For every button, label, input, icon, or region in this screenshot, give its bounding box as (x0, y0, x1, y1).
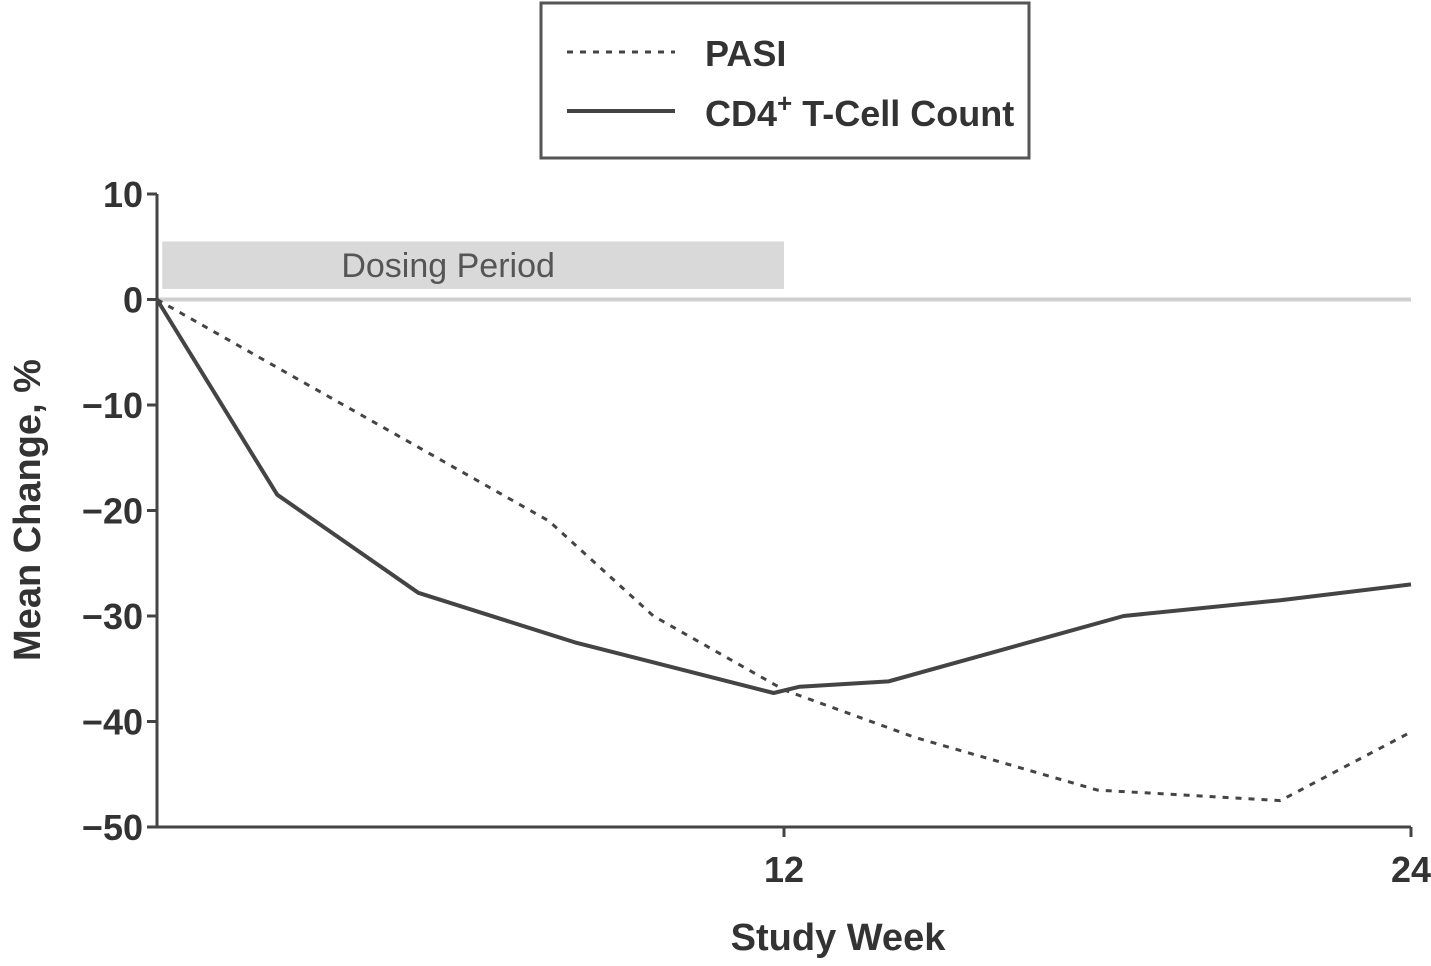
series-group (155, 298, 1412, 803)
legend-frame (539, 1, 1031, 160)
y-tick-label: −50 (82, 807, 143, 848)
legend-label-cd4-base: CD4 (705, 93, 777, 134)
x-tick-label: 24 (1391, 849, 1431, 890)
y-axis-title: Mean Change, % (7, 359, 49, 661)
legend-label-cd4: CD4+ T-Cell Count (705, 88, 1014, 134)
dosing-period-band: Dosing Period (162, 241, 785, 289)
y-tick-label: −40 (82, 702, 143, 743)
x-tick-label: 12 (764, 849, 804, 890)
y-tick-label: −30 (82, 596, 143, 637)
series-line-pasi (156, 298, 1412, 803)
legend: PASI CD4+ T-Cell Count (539, 1, 1031, 160)
y-axis-ticks: 10 0 −10 −20 −30 −40 −50 (82, 174, 157, 848)
legend-label-cd4-superscript: + (777, 88, 792, 118)
legend-label-cd4-suffix: T-Cell Count (792, 93, 1014, 134)
y-tick-label: 10 (103, 174, 143, 215)
series-line-cd4 (155, 298, 1412, 695)
y-tick-label: 0 (123, 280, 143, 321)
legend-label-pasi: PASI (705, 33, 786, 74)
x-axis-title: Study Week (731, 917, 947, 959)
y-tick-label: −10 (82, 385, 143, 426)
x-axis-ticks: 12 24 (764, 827, 1431, 890)
dosing-period-label: Dosing Period (341, 247, 555, 285)
dosing-period-rect (162, 241, 785, 289)
y-tick-label: −20 (82, 491, 143, 532)
